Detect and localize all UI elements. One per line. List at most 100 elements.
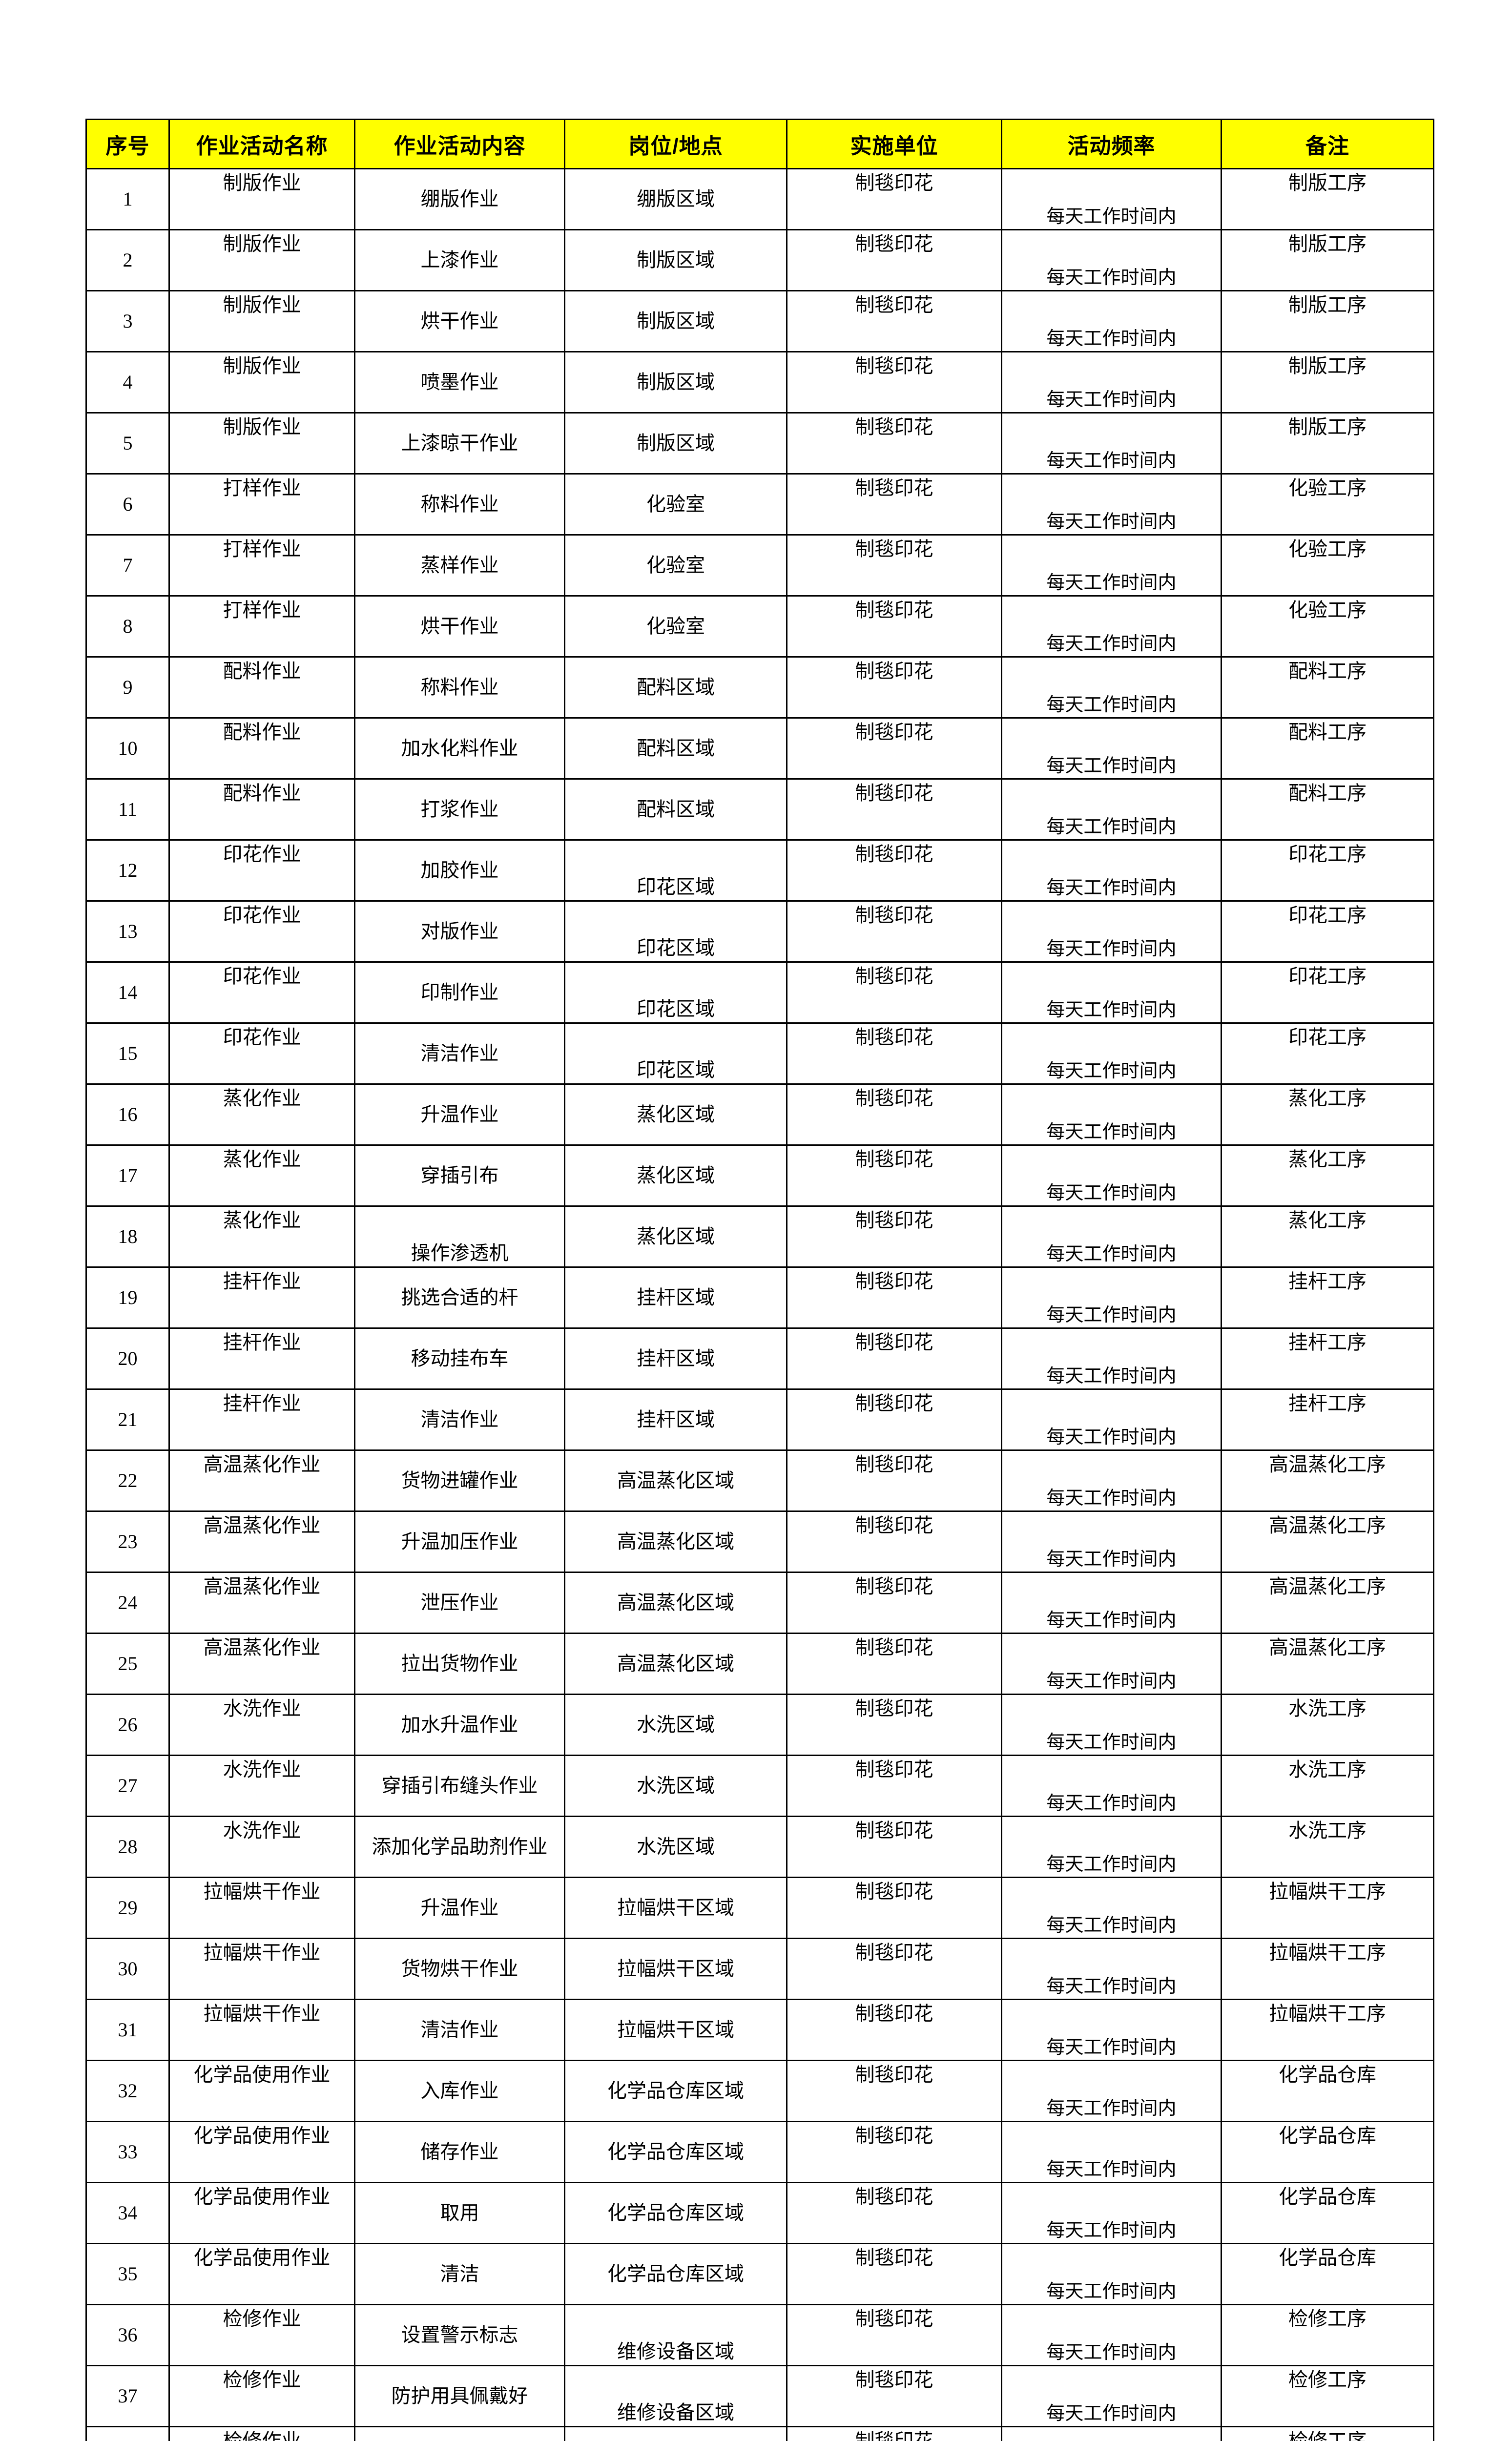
cell-freq[interactable]: 每天工作时间内 xyxy=(1001,2365,1222,2427)
cell-seq[interactable]: 12 xyxy=(85,839,170,902)
cell-unit[interactable]: 制毯印花 xyxy=(786,1694,1002,1756)
cell-content[interactable]: 货物烘干作业 xyxy=(354,1938,565,2000)
cell-freq[interactable]: 每天工作时间内 xyxy=(1001,778,1222,841)
cell-seq[interactable]: 34 xyxy=(85,2182,170,2244)
cell-content[interactable]: 设置警示标志 xyxy=(354,2304,565,2366)
cell-place[interactable]: 水洗区域 xyxy=(564,1694,787,1756)
cell-freq[interactable]: 每天工作时间内 xyxy=(1001,1816,1222,1878)
cell-unit[interactable]: 制毯印花 xyxy=(786,778,1002,841)
cell-seq[interactable]: 2 xyxy=(85,229,170,291)
cell-remark[interactable]: 制版工序 xyxy=(1221,229,1434,291)
cell-freq[interactable]: 每天工作时间内 xyxy=(1001,351,1222,414)
cell-remark[interactable]: 化验工序 xyxy=(1221,473,1434,536)
cell-content[interactable]: 维修 xyxy=(354,2426,565,2441)
cell-freq[interactable]: 每天工作时间内 xyxy=(1001,1755,1222,1817)
cell-remark[interactable]: 高温蒸化工序 xyxy=(1221,1572,1434,1634)
cell-name[interactable]: 制版作业 xyxy=(168,229,355,291)
cell-remark[interactable]: 配料工序 xyxy=(1221,717,1434,780)
cell-unit[interactable]: 制毯印花 xyxy=(786,1205,1002,1268)
cell-seq[interactable]: 30 xyxy=(85,1938,170,2000)
cell-freq[interactable]: 每天工作时间内 xyxy=(1001,2243,1222,2305)
cell-seq[interactable]: 20 xyxy=(85,1327,170,1390)
cell-unit[interactable]: 制毯印花 xyxy=(786,961,1002,1024)
cell-unit[interactable]: 制毯印花 xyxy=(786,717,1002,780)
cell-name[interactable]: 配料作业 xyxy=(168,778,355,841)
cell-remark[interactable]: 制版工序 xyxy=(1221,351,1434,414)
cell-unit[interactable]: 制毯印花 xyxy=(786,229,1002,291)
cell-unit[interactable]: 制毯印花 xyxy=(786,2182,1002,2244)
cell-remark[interactable]: 制版工序 xyxy=(1221,290,1434,352)
cell-unit[interactable]: 制毯印花 xyxy=(786,2060,1002,2122)
cell-freq[interactable]: 每天工作时间内 xyxy=(1001,1266,1222,1329)
cell-freq[interactable]: 每天工作时间内 xyxy=(1001,229,1222,291)
cell-freq[interactable]: 每天工作时间内 xyxy=(1001,1633,1222,1695)
cell-unit[interactable]: 制毯印花 xyxy=(786,2426,1002,2441)
cell-place[interactable]: 高温蒸化区域 xyxy=(564,1449,787,1512)
cell-content[interactable]: 对版作业 xyxy=(354,900,565,963)
cell-unit[interactable]: 制毯印花 xyxy=(786,1633,1002,1695)
cell-unit[interactable]: 制毯印花 xyxy=(786,1938,1002,2000)
cell-content[interactable]: 添加化学品助剂作业 xyxy=(354,1816,565,1878)
cell-seq[interactable]: 21 xyxy=(85,1388,170,1451)
cell-remark[interactable]: 化学品仓库 xyxy=(1221,2182,1434,2244)
cell-remark[interactable]: 检修工序 xyxy=(1221,2304,1434,2366)
cell-name[interactable]: 印花作业 xyxy=(168,961,355,1024)
cell-freq[interactable]: 每天工作时间内 xyxy=(1001,1144,1222,1207)
cell-freq[interactable]: 每天工作时间内 xyxy=(1001,1572,1222,1634)
cell-place[interactable]: 拉幅烘干区域 xyxy=(564,1938,787,2000)
column-header-name[interactable]: 作业活动名称 xyxy=(168,119,355,169)
cell-content[interactable]: 升温作业 xyxy=(354,1083,565,1146)
cell-place[interactable]: 蒸化区域 xyxy=(564,1083,787,1146)
cell-name[interactable]: 拉幅烘干作业 xyxy=(168,1999,355,2061)
cell-content[interactable]: 储存作业 xyxy=(354,2121,565,2183)
cell-unit[interactable]: 制毯印花 xyxy=(786,351,1002,414)
cell-name[interactable]: 打样作业 xyxy=(168,534,355,597)
cell-seq[interactable]: 15 xyxy=(85,1022,170,1085)
cell-remark[interactable]: 水洗工序 xyxy=(1221,1816,1434,1878)
cell-remark[interactable]: 蒸化工序 xyxy=(1221,1205,1434,1268)
cell-remark[interactable]: 蒸化工序 xyxy=(1221,1083,1434,1146)
cell-unit[interactable]: 制毯印花 xyxy=(786,1755,1002,1817)
cell-freq[interactable]: 每天工作时间内 xyxy=(1001,1999,1222,2061)
cell-content[interactable]: 穿插引布 xyxy=(354,1144,565,1207)
column-header-seq[interactable]: 序号 xyxy=(85,119,170,169)
cell-place[interactable]: 制版区域 xyxy=(564,290,787,352)
cell-content[interactable]: 操作渗透机 xyxy=(354,1205,565,1268)
cell-seq[interactable]: 26 xyxy=(85,1694,170,1756)
cell-name[interactable]: 挂杆作业 xyxy=(168,1388,355,1451)
cell-remark[interactable]: 挂杆工序 xyxy=(1221,1266,1434,1329)
cell-unit[interactable]: 制毯印花 xyxy=(786,1083,1002,1146)
cell-remark[interactable]: 化学品仓库 xyxy=(1221,2243,1434,2305)
cell-name[interactable]: 制版作业 xyxy=(168,168,355,230)
cell-freq[interactable]: 每天工作时间内 xyxy=(1001,2304,1222,2366)
cell-content[interactable]: 烘干作业 xyxy=(354,595,565,658)
cell-freq[interactable]: 每天工作时间内 xyxy=(1001,595,1222,658)
cell-seq[interactable]: 6 xyxy=(85,473,170,536)
cell-content[interactable]: 上漆晾干作业 xyxy=(354,412,565,475)
cell-place[interactable]: 绷版区域 xyxy=(564,168,787,230)
cell-seq[interactable]: 37 xyxy=(85,2365,170,2427)
cell-name[interactable]: 印花作业 xyxy=(168,1022,355,1085)
cell-remark[interactable]: 配料工序 xyxy=(1221,656,1434,719)
cell-remark[interactable]: 化学品仓库 xyxy=(1221,2060,1434,2122)
cell-seq[interactable]: 17 xyxy=(85,1144,170,1207)
cell-content[interactable]: 升温加压作业 xyxy=(354,1510,565,1573)
cell-freq[interactable]: 每天工作时间内 xyxy=(1001,1449,1222,1512)
cell-freq[interactable]: 每天工作时间内 xyxy=(1001,1083,1222,1146)
cell-seq[interactable]: 13 xyxy=(85,900,170,963)
cell-unit[interactable]: 制毯印花 xyxy=(786,1816,1002,1878)
cell-place[interactable]: 挂杆区域 xyxy=(564,1327,787,1390)
cell-place[interactable]: 化学品仓库区域 xyxy=(564,2243,787,2305)
cell-name[interactable]: 化学品使用作业 xyxy=(168,2060,355,2122)
cell-name[interactable]: 蒸化作业 xyxy=(168,1144,355,1207)
cell-seq[interactable]: 9 xyxy=(85,656,170,719)
cell-seq[interactable]: 7 xyxy=(85,534,170,597)
cell-name[interactable]: 打样作业 xyxy=(168,595,355,658)
cell-unit[interactable]: 制毯印花 xyxy=(786,1510,1002,1573)
cell-place[interactable]: 高温蒸化区域 xyxy=(564,1572,787,1634)
cell-place[interactable]: 高温蒸化区域 xyxy=(564,1633,787,1695)
column-header-freq[interactable]: 活动频率 xyxy=(1001,119,1222,169)
cell-place[interactable]: 化学品仓库区域 xyxy=(564,2060,787,2122)
cell-place[interactable]: 配料区域 xyxy=(564,778,787,841)
cell-seq[interactable]: 29 xyxy=(85,1877,170,1939)
